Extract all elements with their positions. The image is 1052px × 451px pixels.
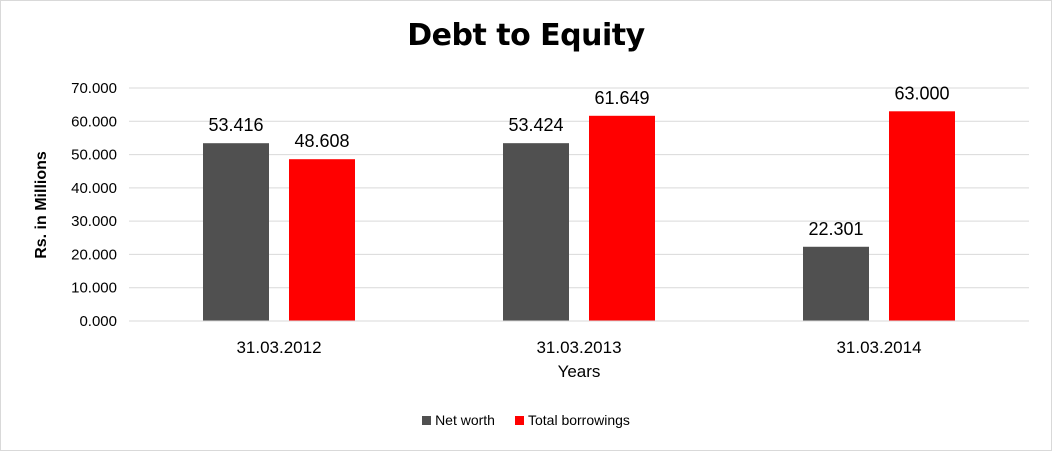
x-axis-title: Years	[558, 362, 601, 381]
legend-swatch-net-worth	[422, 415, 432, 425]
bar-total-borrowings	[589, 115, 655, 321]
bar-net-worth	[803, 246, 869, 321]
legend-item-net-worth: Net worth	[422, 412, 495, 428]
y-tick-label: 40.000	[71, 180, 117, 197]
legend-swatch-total-borrowings	[514, 415, 524, 425]
y-tick-label: 0.000	[79, 313, 117, 330]
x-tick-label: 31.03.2014	[836, 338, 921, 357]
y-tick-label: 30.000	[71, 213, 117, 230]
chart-title: Debt to Equity	[407, 18, 645, 53]
y-tick-label: 10.000	[71, 280, 117, 297]
y-axis-title: Rs. in Millions	[33, 151, 50, 259]
data-label: 61.649	[594, 88, 649, 108]
data-label: 63.000	[894, 83, 949, 103]
bar-total-borrowings	[889, 111, 955, 321]
bar-net-worth	[203, 143, 269, 321]
y-tick-label: 50.000	[71, 147, 117, 164]
y-tick-label: 70.000	[71, 80, 117, 97]
data-label: 53.424	[508, 115, 563, 135]
legend-label-net-worth: Net worth	[435, 412, 495, 428]
x-tick-label: 31.03.2012	[236, 338, 321, 357]
legend: Net worth Total borrowings	[0, 412, 1052, 428]
data-label: 22.301	[808, 219, 863, 239]
data-label: 53.416	[208, 115, 263, 135]
bar-net-worth	[503, 143, 569, 321]
data-label: 48.608	[294, 131, 349, 151]
x-tick-label: 31.03.2013	[536, 338, 621, 357]
y-tick-label: 20.000	[71, 246, 117, 263]
y-tick-label: 60.000	[71, 113, 117, 130]
legend-label-total-borrowings: Total borrowings	[527, 412, 630, 428]
legend-item-total-borrowings: Total borrowings	[514, 412, 630, 428]
bar-total-borrowings	[289, 159, 355, 321]
